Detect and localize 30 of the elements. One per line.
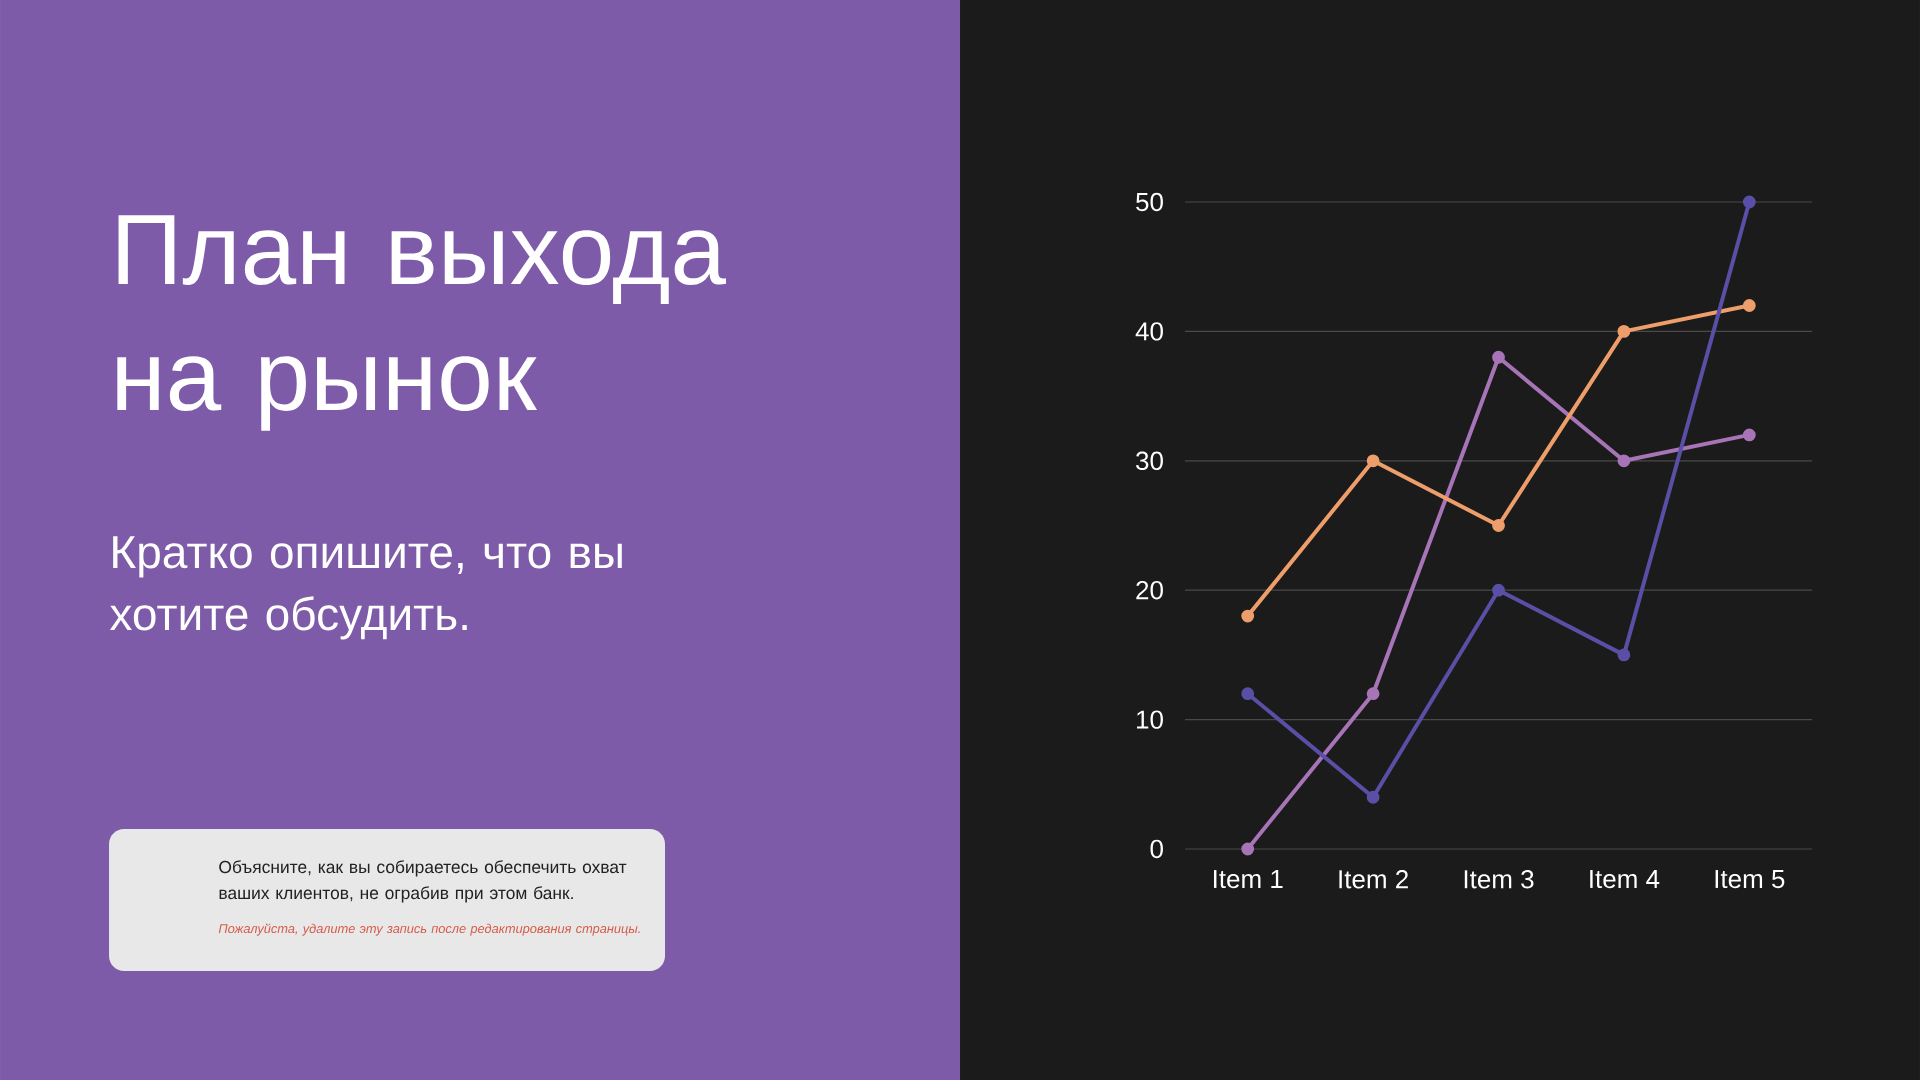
y-tick-label: 0 [1150, 839, 1163, 859]
point [1742, 299, 1756, 312]
point [1742, 428, 1756, 442]
point [1492, 350, 1505, 364]
point [1241, 687, 1255, 701]
point [1241, 609, 1255, 623]
text: Кратко опишите, что вы хотите обсудить. [109, 536, 622, 640]
y-tick-label: 40 [1135, 322, 1163, 341]
x-tick-label: Item 5 [1715, 870, 1785, 889]
x-tick-label: Item 2 [1339, 870, 1408, 889]
text: Объясните, как вы собираетесь обеспечить охват ваших клиентов, не ограбив при этом банк. [219, 860, 627, 903]
point [1241, 842, 1255, 856]
x-tick-label: Item 3 [1464, 870, 1534, 889]
point [1617, 454, 1631, 468]
y-tick-label: 20 [1136, 580, 1163, 600]
point [1617, 648, 1631, 662]
point [1366, 454, 1380, 468]
text: Пожалуйста, удалите эту запись после редактирования страницы. [218, 923, 640, 936]
text: План выхода на рынок [117, 215, 727, 431]
point [1366, 687, 1380, 701]
y-tick-label: 10 [1137, 710, 1163, 729]
y-tick-label: 50 [1136, 192, 1163, 212]
point [1366, 790, 1380, 804]
point [1617, 324, 1631, 338]
point [1742, 195, 1756, 209]
y-tick-label: 30 [1136, 451, 1163, 470]
point [1492, 583, 1505, 597]
x-tick-label: Item 4 [1590, 870, 1660, 889]
point [1492, 519, 1505, 532]
x-tick-label: Item 1 [1214, 870, 1283, 889]
